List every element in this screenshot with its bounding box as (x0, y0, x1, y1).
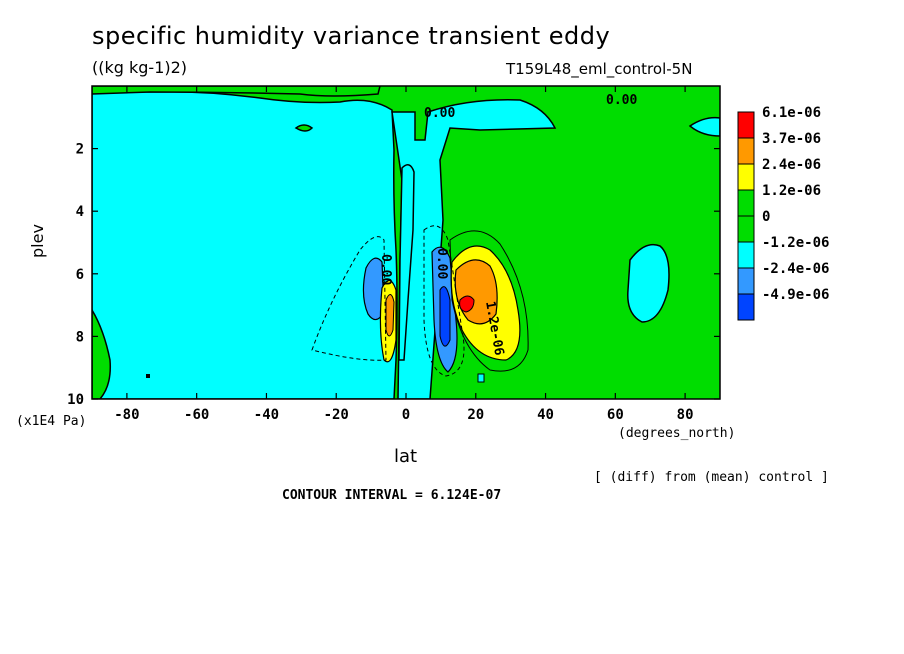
colorbar-label: 3.7e-06 (762, 131, 821, 147)
y-axis-unit: (x1E4 Pa) (16, 414, 87, 429)
colorbar-label: 6.1e-06 (762, 105, 821, 121)
x-tick-label: 60 (607, 407, 624, 423)
contour-interval: CONTOUR INTERVAL = 6.124E-07 (282, 488, 502, 503)
y-axis-ticks: 2 4 6 8 10 (67, 142, 720, 408)
field-cyan-east (627, 243, 670, 323)
colorbar-label: -4.9e-06 (762, 287, 829, 303)
x-tick-label: 0 (402, 407, 410, 423)
x-axis-unit: (degrees_north) (618, 426, 736, 441)
x-tick-label: 40 (537, 407, 554, 423)
x-tick-label: -60 (184, 407, 209, 423)
field-cyan-north (391, 99, 557, 399)
colorbar-swatch (737, 293, 755, 321)
contour-label-top-right: 0.00 (606, 93, 637, 108)
colorbar-label: -1.2e-06 (762, 235, 829, 251)
dataset-name: T159L48_eml_control-5N (506, 60, 693, 78)
field-orange-west (385, 294, 395, 337)
colorbar-swatch (737, 267, 755, 295)
x-tick-label: -80 (114, 407, 139, 423)
field-red-east (459, 295, 475, 313)
y-tick-label: 10 (67, 392, 84, 408)
chart-title: specific humidity variance transient edd… (92, 22, 611, 50)
contour-label-top: 0.00 (424, 106, 455, 121)
field-blue-east-core (439, 286, 451, 347)
diff-note: [ (diff) from (mean) control ] (594, 470, 829, 485)
colorbar-swatch (737, 241, 755, 269)
field-cyan-band (398, 164, 415, 361)
colorbar: 6.1e-06 3.7e-06 2.4e-06 1.2e-06 0 -1.2e-06 -2.… (737, 105, 829, 321)
colorbar-label: 1.2e-06 (762, 183, 821, 199)
dashed-contour-west (311, 236, 387, 361)
field-green-north-west (92, 86, 381, 97)
x-tick-label: -20 (324, 407, 349, 423)
x-tick-label: -40 (254, 407, 279, 423)
x-tick-label: 20 (467, 407, 484, 423)
colorbar-label: -2.4e-06 (762, 261, 829, 277)
colorbar-swatch (737, 137, 755, 165)
x-axis-ticks: -80 -60 -40 -20 0 20 40 60 80 (114, 86, 694, 423)
field-cyan-south (477, 373, 485, 383)
solid-contour-east (449, 230, 529, 372)
y-tick-label: 8 (76, 329, 84, 345)
y-tick-label: 4 (76, 204, 84, 220)
colorbar-label: 0 (762, 209, 770, 225)
colorbar-swatch (737, 189, 755, 217)
field-cyan-west (92, 90, 398, 399)
field-green-island (294, 124, 314, 132)
y-tick-label: 6 (76, 267, 84, 283)
contour-label-west: 0.00 (378, 254, 393, 285)
colorbar-swatch (737, 215, 755, 243)
field-marker-southwest (146, 374, 150, 378)
colorbar-swatch (737, 111, 755, 139)
field-green-southwest (92, 308, 112, 399)
colorbar-swatch (737, 163, 755, 191)
contour-label-east-neg: 0.00 (434, 248, 449, 279)
colorbar-label: 2.4e-06 (762, 157, 821, 173)
contour-field (92, 86, 720, 399)
x-axis-label: lat (394, 446, 418, 467)
chart-units: ((kg kg-1)2) (92, 58, 188, 77)
dashed-contour-east (423, 225, 465, 377)
x-tick-label: 80 (677, 407, 694, 423)
y-tick-label: 2 (76, 142, 84, 158)
field-cyan-corner (688, 116, 720, 137)
field-blue-west (362, 257, 385, 321)
